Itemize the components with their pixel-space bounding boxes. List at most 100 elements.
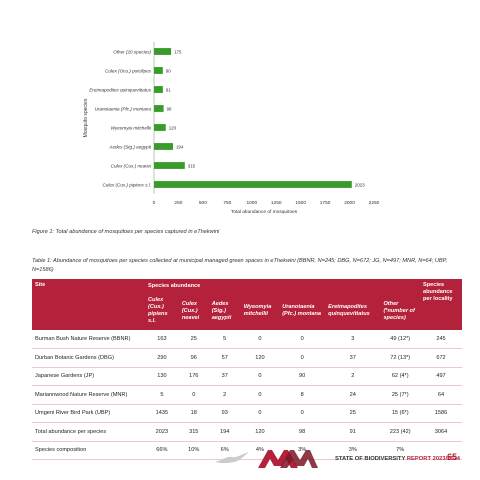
header-locality: Species abundance per locality xyxy=(420,279,462,330)
bar xyxy=(154,181,352,188)
category-label: Wyeomyia mitchellii xyxy=(111,125,152,130)
x-tick-label: 0 xyxy=(153,200,156,206)
x-tick-label: 750 xyxy=(223,200,231,206)
footer-title: STATE OF BIODIVERSITY REPORT 2023/2024 xyxy=(335,456,460,462)
category-label: Aedes (Stg.) aegypti xyxy=(108,144,152,149)
value-cell: 290 xyxy=(145,348,179,368)
value-cell: 497 xyxy=(420,367,462,386)
value-cell: 176 xyxy=(178,367,209,386)
x-tick-label: 250 xyxy=(174,200,182,206)
table-row: Species composition 66% 10% 6% 4% 3% 3% 7% xyxy=(32,441,462,460)
site-cell: Species composition xyxy=(32,441,145,460)
value-cell: 0 xyxy=(279,404,326,423)
value-cell: 91 xyxy=(325,422,381,442)
bird-icon xyxy=(215,452,249,464)
table-caption: Table 1: Abundance of mosquitoes per spe… xyxy=(32,258,448,273)
value-cell: 2 xyxy=(325,367,381,386)
species-header: Wyeomyia mitchellii xyxy=(240,292,280,330)
site-cell: Total abundance per species xyxy=(32,422,145,442)
table-row: Japanese Gardens (JP) 130 176 37 0 90 2 62 (4*)… xyxy=(32,367,462,386)
value-cell: 15 (6*) xyxy=(380,404,420,423)
chart-svg: Culex (Cux.) pipiens s.l. 2023 Culex (Cux.… xyxy=(83,42,380,215)
x-tick-label: 1750 xyxy=(320,200,331,206)
table-row: Umgeni River Bird Park (UBP) 1435 18 93 0 0 25… xyxy=(32,404,462,423)
value-cell: 2023 xyxy=(145,422,179,442)
x-tick-label: 1250 xyxy=(271,200,282,206)
category-label: Uranotaenia (Pfc.) montana xyxy=(95,106,152,111)
species-header: Other (*number of species) xyxy=(380,292,420,330)
value-cell: 0 xyxy=(240,404,280,423)
bar xyxy=(154,48,172,55)
x-tick-label: 2000 xyxy=(344,200,355,206)
value-cell: 25 xyxy=(178,330,209,349)
value-cell: 62 (4*) xyxy=(380,367,420,386)
value-cell: 96 xyxy=(178,348,209,368)
site-cell: Umgeni River Bird Park (UBP) xyxy=(32,404,145,423)
category-label: Culex (Ocu.) poicilipes xyxy=(105,68,152,73)
x-tick-label: 1000 xyxy=(246,200,257,206)
bar xyxy=(154,124,166,131)
value-cell: 120 xyxy=(240,422,280,442)
value-cell: 1435 xyxy=(145,404,179,423)
page-number: 65 xyxy=(447,452,458,462)
table-row: Burman Bush Nature Reserve (BBNR) 163 25 5 0… xyxy=(32,330,462,349)
data-label: 91 xyxy=(166,87,171,92)
abundance-table: Site Species abundance Species abundance… xyxy=(32,279,462,460)
value-cell: 3064 xyxy=(420,422,462,442)
x-tick-label: 1500 xyxy=(295,200,306,206)
header-site: Site xyxy=(32,279,145,330)
species-header-row: Culex (Cux.) pipiens s.l. Culex (Cux.) ne… xyxy=(32,292,462,330)
site-cell: Durban Botanic Gardens (DBG) xyxy=(32,348,145,368)
value-cell: 37 xyxy=(208,367,241,386)
value-cell: 72 (13*) xyxy=(380,348,420,368)
category-label: Eretmapodites quinquevittatus xyxy=(89,87,152,92)
value-cell: 0 xyxy=(178,385,209,405)
value-cell: 93 xyxy=(208,404,241,423)
value-cell: 49 (12*) xyxy=(380,330,420,349)
value-cell: 57 xyxy=(208,348,241,368)
bar xyxy=(154,67,163,74)
value-cell: 194 xyxy=(208,422,241,442)
table-row: Durban Botanic Gardens (DBG) 290 96 57 120 0 3… xyxy=(32,348,462,368)
value-cell: 2 xyxy=(208,385,241,405)
bar xyxy=(154,105,164,112)
footer-report-text: REPORT 2023/2024 xyxy=(406,456,461,462)
value-cell: 163 xyxy=(145,330,179,349)
value-cell: 5 xyxy=(208,330,241,349)
category-label: Culex (Cux.) neavei xyxy=(111,163,152,168)
value-cell: 66% xyxy=(145,441,179,460)
value-cell: 7% xyxy=(380,441,420,460)
species-header: Culex (Cux.) pipiens s.l. xyxy=(145,292,179,330)
value-cell: 90 xyxy=(279,367,326,386)
table-body: Burman Bush Nature Reserve (BBNR) 163 25 5 0… xyxy=(32,330,462,460)
value-cell xyxy=(420,441,462,460)
species-header: Aedes (Stg.) aegypti xyxy=(208,292,241,330)
logo-icon xyxy=(258,450,318,468)
data-label: 315 xyxy=(188,163,196,168)
value-cell: 98 xyxy=(279,422,326,442)
header-species-abundance: Species abundance xyxy=(145,279,420,292)
value-cell: 315 xyxy=(178,422,209,442)
value-cell: 18 xyxy=(178,404,209,423)
category-label: Other (20 species) xyxy=(113,49,151,54)
site-cell: Japanese Gardens (JP) xyxy=(32,367,145,386)
data-label: 120 xyxy=(169,125,177,130)
value-cell: 10% xyxy=(178,441,209,460)
value-cell: 64 xyxy=(420,385,462,405)
bar xyxy=(154,162,185,169)
value-cell: 25 xyxy=(325,404,381,423)
y-axis-label: Mosquito species xyxy=(83,98,89,137)
x-tick-label: 2250 xyxy=(369,200,380,206)
value-cell: 0 xyxy=(279,330,326,349)
species-header: Uranotaenia (Pfc.) montana xyxy=(279,292,326,330)
data-label: 98 xyxy=(167,106,172,111)
value-cell: 37 xyxy=(325,348,381,368)
data-label: 2023 xyxy=(355,182,365,187)
species-header: Eretmapodites quinquevittatus xyxy=(325,292,381,330)
value-cell: 672 xyxy=(420,348,462,368)
site-cell: Burman Bush Nature Reserve (BBNR) xyxy=(32,330,145,349)
value-cell: 223 (42) xyxy=(380,422,420,442)
value-cell: 8 xyxy=(279,385,326,405)
site-cell: Mariannwood Nature Reserve (MNR) xyxy=(32,385,145,405)
data-label: 90 xyxy=(166,68,171,73)
